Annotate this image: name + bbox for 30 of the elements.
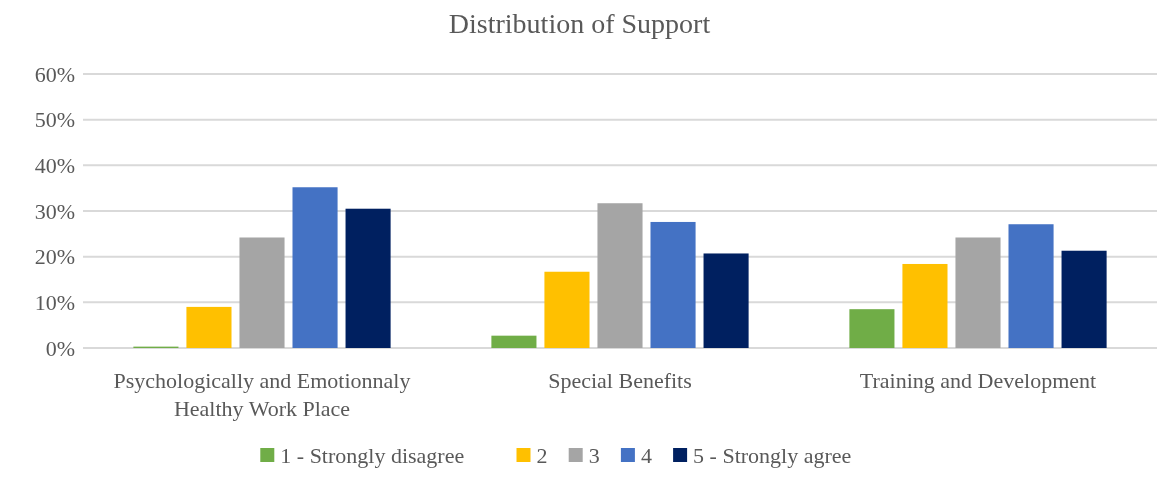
y-tick-label: 40% (34, 153, 75, 179)
bar (849, 309, 895, 348)
y-tick-label: 30% (34, 198, 75, 224)
x-tick-label: Psychologically and Emotionnaly Healthy Work Place (113, 368, 411, 421)
y-tick-label: 20% (34, 244, 75, 270)
legend-label: 4 (640, 443, 652, 468)
y-tick-label: 10% (34, 290, 75, 316)
y-tick-label: 60% (34, 61, 75, 87)
x-tick-label: Special Benefits (548, 368, 692, 393)
legend-label: 1 - Strongly disagree (280, 443, 465, 468)
bar (345, 208, 391, 348)
bar (902, 263, 948, 348)
bar (1008, 224, 1054, 348)
y-tick-label: 0% (45, 335, 75, 361)
bar (239, 237, 285, 348)
bar (292, 187, 338, 348)
bar (703, 253, 749, 348)
bar (955, 237, 1001, 348)
bar (597, 203, 643, 348)
bar (544, 271, 590, 348)
bar (650, 221, 696, 348)
bar (186, 306, 232, 348)
legend-label: 2 (536, 443, 548, 468)
y-tick-label: 50% (34, 107, 75, 133)
legend-label: 5 - Strongly agree (693, 443, 852, 468)
legend-label: 3 (588, 443, 600, 468)
bar (491, 335, 537, 348)
x-tick-label: Training and Development (859, 368, 1097, 393)
bar (1061, 250, 1107, 348)
chart-title: Distribution of Support (448, 8, 711, 39)
